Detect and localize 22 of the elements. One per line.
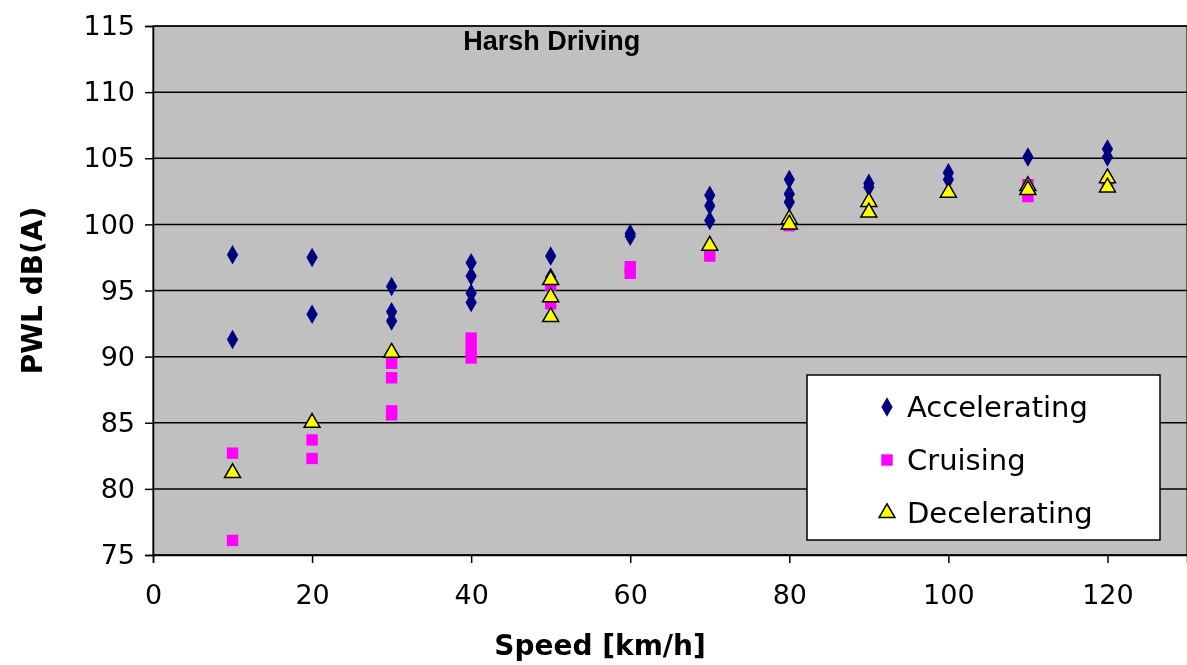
y-tick-label: 110: [83, 76, 135, 108]
y-tick-label: 105: [83, 142, 135, 174]
legend-label: Accelerating: [907, 390, 1088, 424]
legend-label: Decelerating: [907, 496, 1093, 530]
legend-label: Cruising: [907, 443, 1026, 477]
y-tick-label: 90: [100, 340, 135, 372]
y-tick-label: 100: [83, 208, 135, 240]
x-tick-label: 20: [295, 579, 330, 611]
y-tick-label: 95: [100, 274, 135, 306]
y-tick-label: 85: [100, 406, 135, 438]
x-tick-label: 100: [923, 579, 975, 611]
y-tick-label: 80: [100, 473, 135, 505]
x-tick-label: 0: [144, 579, 163, 611]
y-tick-label: 75: [100, 539, 135, 571]
x-tick-label: 40: [454, 579, 489, 611]
x-axis-title: Speed [km/h]: [494, 629, 706, 662]
x-tick-label: 80: [772, 579, 807, 611]
x-tick-label: 60: [613, 579, 648, 611]
chart-title: Harsh Driving: [463, 26, 641, 56]
y-tick-label: 115: [83, 10, 135, 42]
y-axis-title: PWL dB(A): [16, 206, 49, 375]
x-tick-label: 120: [1082, 579, 1134, 611]
